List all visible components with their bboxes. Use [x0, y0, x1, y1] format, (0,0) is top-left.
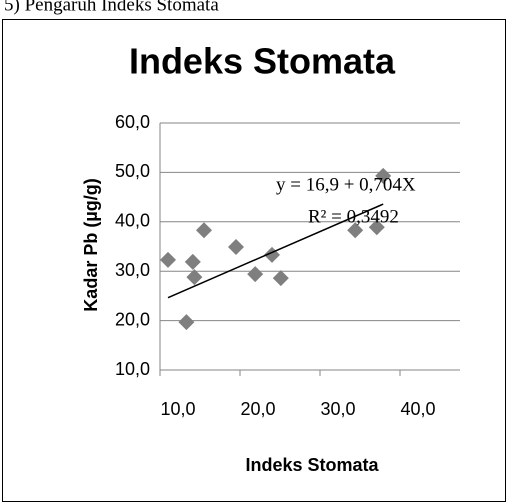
x-tick-label: 10,0	[160, 399, 195, 419]
y-tick-label: 30,0	[115, 260, 150, 280]
y-tick-label: 40,0	[115, 211, 150, 231]
point	[347, 222, 364, 239]
trendline	[167, 203, 384, 299]
point	[184, 253, 201, 270]
y-tick-label: 20,0	[115, 309, 150, 329]
y-tick-label: 10,0	[115, 359, 150, 379]
annotation: y = 16,9 + 0,704X	[276, 174, 416, 195]
point	[272, 270, 289, 287]
point	[186, 269, 203, 286]
chart-title: Indeks Stomata	[129, 41, 396, 82]
point	[178, 314, 195, 331]
x-tick-label: 40,0	[400, 399, 435, 419]
x-tick-label: 20,0	[240, 399, 275, 419]
page-heading: 5) Pengaruh Indeks Stomata	[4, 0, 219, 15]
point	[368, 219, 385, 236]
y-tick-label: 60,0	[115, 112, 150, 132]
point	[160, 251, 176, 268]
point	[375, 167, 392, 184]
point	[228, 238, 244, 255]
point	[247, 266, 264, 283]
y-tick-label: 50,0	[115, 161, 150, 181]
x-axis-label: Indeks Stomata	[245, 455, 379, 475]
annotation: R² = 0,3492	[308, 206, 399, 227]
x-tick-label: 30,0	[320, 399, 355, 419]
y-axis-label: Kadar Pb (µg/g)	[81, 178, 101, 311]
chart-frame	[2, 19, 506, 502]
point	[196, 222, 212, 239]
